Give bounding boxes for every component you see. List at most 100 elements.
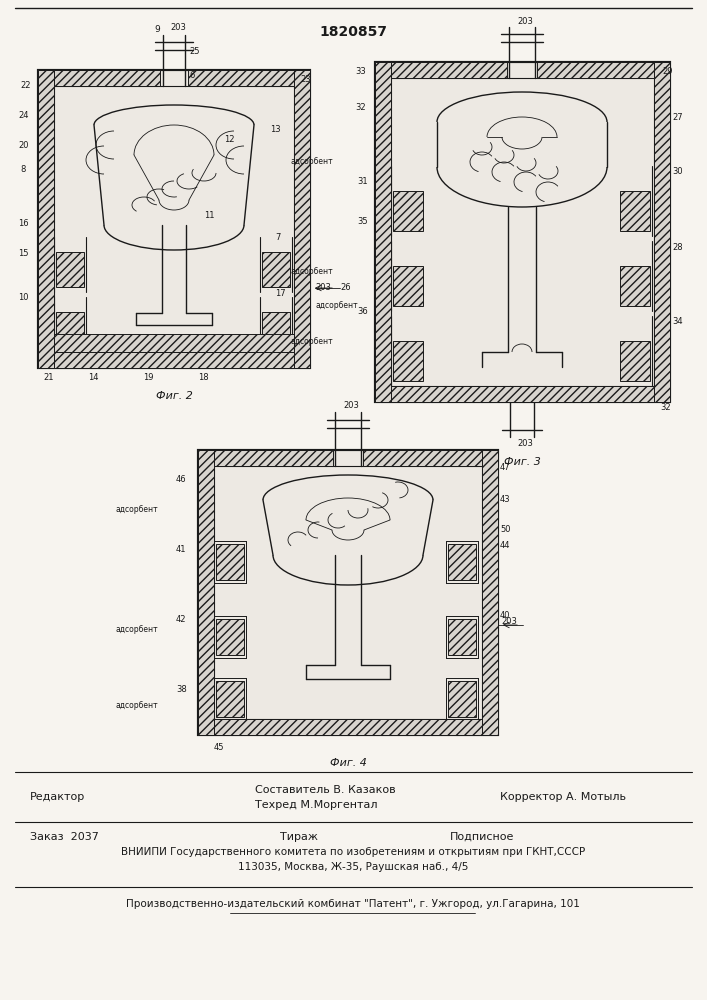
Bar xyxy=(393,341,423,381)
Text: 40: 40 xyxy=(500,610,510,619)
Bar xyxy=(188,70,294,86)
Text: 203: 203 xyxy=(343,401,359,410)
Text: 35: 35 xyxy=(357,218,368,227)
Bar xyxy=(198,450,214,735)
Bar xyxy=(448,619,476,655)
Text: 18: 18 xyxy=(198,373,209,382)
Text: 12: 12 xyxy=(224,135,235,144)
Text: 32: 32 xyxy=(355,103,366,111)
Text: Фиг. 3: Фиг. 3 xyxy=(503,457,540,467)
Text: 20: 20 xyxy=(18,140,28,149)
Bar xyxy=(38,70,310,368)
Bar xyxy=(375,62,670,402)
Text: 113035, Москва, Ж-35, Раушская наб., 4/5: 113035, Москва, Ж-35, Раушская наб., 4/5 xyxy=(238,862,468,872)
Text: 36: 36 xyxy=(357,308,368,316)
Text: 17: 17 xyxy=(275,288,286,298)
Text: 8: 8 xyxy=(20,165,25,174)
Bar xyxy=(391,62,507,78)
Bar xyxy=(214,466,482,719)
Bar xyxy=(393,191,423,231)
Text: 6: 6 xyxy=(189,70,194,80)
Text: Техред М.Моргентал: Техред М.Моргентал xyxy=(255,800,378,810)
Text: адсорбент: адсорбент xyxy=(115,626,158,635)
Bar xyxy=(214,450,333,466)
Text: 43: 43 xyxy=(500,495,510,504)
Bar xyxy=(216,619,244,655)
Text: 44: 44 xyxy=(500,540,510,550)
Bar xyxy=(620,191,650,231)
Text: 11: 11 xyxy=(204,211,214,220)
Text: адсорбент: адсорбент xyxy=(115,506,158,514)
Bar xyxy=(537,62,654,78)
Text: 19: 19 xyxy=(143,373,153,382)
Bar xyxy=(375,62,670,402)
Text: Редактор: Редактор xyxy=(30,792,86,802)
Text: адсорбент: адсорбент xyxy=(291,338,333,347)
Text: 32: 32 xyxy=(660,402,671,412)
Text: адсорбент: адсорбент xyxy=(291,157,333,166)
Bar xyxy=(214,719,482,735)
Bar xyxy=(448,544,476,580)
Text: Производственно-издательский комбинат "Патент", г. Ужгород, ул.Гагарина, 101: Производственно-издательский комбинат "П… xyxy=(126,899,580,909)
Bar xyxy=(262,252,290,287)
Bar xyxy=(38,70,310,368)
Text: 13: 13 xyxy=(270,125,281,134)
Text: адсорбент: адсорбент xyxy=(291,267,333,276)
Bar xyxy=(654,62,670,402)
Text: 42: 42 xyxy=(176,615,187,624)
Text: 16: 16 xyxy=(18,219,28,228)
Bar xyxy=(54,334,294,352)
Text: 203: 203 xyxy=(501,617,517,626)
Text: ВНИИПИ Государственного комитета по изобретениям и открытиям при ГКНТ,СССР: ВНИИПИ Государственного комитета по изоб… xyxy=(121,847,585,857)
Bar xyxy=(363,450,482,466)
Bar xyxy=(393,266,423,306)
Text: 30: 30 xyxy=(672,167,683,176)
Text: 1820857: 1820857 xyxy=(319,25,387,39)
Bar xyxy=(620,266,650,306)
Bar xyxy=(216,544,244,580)
Text: Составитель В. Казаков: Составитель В. Казаков xyxy=(255,785,396,795)
Bar xyxy=(54,70,160,86)
Text: 26: 26 xyxy=(340,284,351,292)
Text: 7: 7 xyxy=(275,233,281,242)
Text: 22: 22 xyxy=(20,81,30,90)
Bar xyxy=(216,681,244,717)
Text: 203: 203 xyxy=(517,440,533,448)
Bar xyxy=(391,78,654,386)
Text: 45: 45 xyxy=(214,742,225,752)
Text: 28: 28 xyxy=(672,242,683,251)
Bar xyxy=(391,386,654,402)
Text: Фиг. 2: Фиг. 2 xyxy=(156,391,192,401)
Text: 21: 21 xyxy=(43,373,54,382)
Bar xyxy=(375,62,391,402)
Text: 47: 47 xyxy=(500,464,510,473)
Bar xyxy=(262,312,290,347)
Text: 24: 24 xyxy=(18,110,28,119)
Text: 27: 27 xyxy=(672,112,683,121)
Text: адсорбент: адсорбент xyxy=(315,302,358,310)
Text: 15: 15 xyxy=(18,248,28,257)
Text: 25: 25 xyxy=(189,47,199,56)
Text: 50: 50 xyxy=(500,526,510,534)
Text: 203: 203 xyxy=(315,284,331,292)
Bar xyxy=(294,70,310,368)
Text: 41: 41 xyxy=(176,546,187,554)
Text: 46: 46 xyxy=(176,476,187,485)
Text: 38: 38 xyxy=(176,686,187,694)
Text: Подписное: Подписное xyxy=(450,832,515,842)
Text: 23: 23 xyxy=(300,76,310,85)
Text: 203: 203 xyxy=(170,23,186,32)
Text: 203: 203 xyxy=(517,17,533,26)
Text: 9: 9 xyxy=(154,25,160,34)
Text: 29: 29 xyxy=(662,68,672,77)
Bar xyxy=(448,681,476,717)
Text: 10: 10 xyxy=(18,294,28,302)
Text: Корректор А. Мотыль: Корректор А. Мотыль xyxy=(500,792,626,802)
Bar xyxy=(482,450,498,735)
Bar xyxy=(56,312,84,347)
Text: Фиг. 4: Фиг. 4 xyxy=(329,758,366,768)
Text: 33: 33 xyxy=(355,68,366,77)
Text: Заказ  2037: Заказ 2037 xyxy=(30,832,99,842)
Bar xyxy=(620,341,650,381)
Text: 31: 31 xyxy=(357,178,368,186)
